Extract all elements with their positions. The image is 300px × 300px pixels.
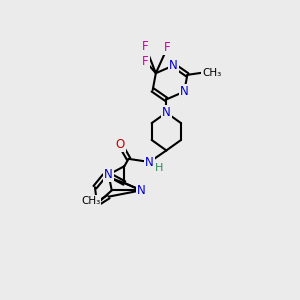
Text: F: F <box>142 55 149 68</box>
Text: N: N <box>104 168 113 181</box>
Text: CH₃: CH₃ <box>202 68 221 78</box>
Text: N: N <box>169 59 178 72</box>
Text: H: H <box>155 163 163 173</box>
Text: N: N <box>137 184 146 197</box>
Text: N: N <box>180 85 189 98</box>
Text: F: F <box>164 41 171 54</box>
Text: N: N <box>162 106 171 119</box>
Text: CH₃: CH₃ <box>81 196 100 206</box>
Text: O: O <box>116 138 125 151</box>
Text: F: F <box>142 40 149 53</box>
Text: N: N <box>145 155 154 169</box>
